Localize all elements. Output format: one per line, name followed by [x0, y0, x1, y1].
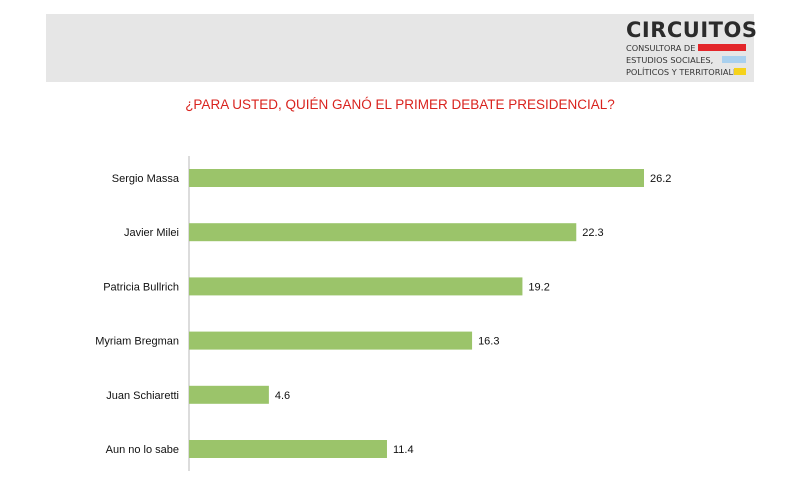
bar — [189, 385, 269, 404]
logo-stripe-yellow — [734, 68, 746, 75]
data-label: 16.3 — [478, 336, 499, 348]
data-label: 19.2 — [528, 281, 549, 293]
chart-title: ¿PARA USTED, QUIÉN GANÓ EL PRIMER DEBATE… — [185, 97, 615, 112]
data-label: 22.3 — [582, 227, 603, 239]
category-label: Javier Milei — [124, 227, 179, 239]
header-band — [46, 14, 754, 82]
bar — [189, 223, 577, 242]
circuitos-logo: CIRCUITOS CONSULTORA DE ESTUDIOS SOCIALE… — [626, 18, 757, 80]
bar — [189, 169, 644, 187]
category-label: Aun no lo sabe — [106, 444, 179, 456]
logo-line-2: ESTUDIOS SOCIALES, — [626, 55, 714, 65]
logo-name: CIRCUITOS — [626, 18, 758, 42]
category-label: Sergio Massa — [112, 173, 180, 185]
logo-line-1: CONSULTORA DE — [626, 43, 696, 53]
data-label: 11.4 — [393, 444, 414, 456]
bar — [189, 440, 387, 458]
category-label: Juan Schiaretti — [106, 390, 179, 402]
bar — [189, 331, 473, 350]
data-label: 4.6 — [275, 390, 290, 402]
logo-stripe-red — [698, 44, 746, 51]
category-label: Patricia Bullrich — [103, 281, 179, 293]
logo-line-3: POLÍTICOS Y TERRITORIALES — [626, 67, 744, 77]
bar — [189, 277, 523, 296]
data-label: 26.2 — [650, 173, 671, 185]
logo-stripe-blue — [722, 56, 746, 63]
category-label: Myriam Bregman — [95, 336, 179, 348]
